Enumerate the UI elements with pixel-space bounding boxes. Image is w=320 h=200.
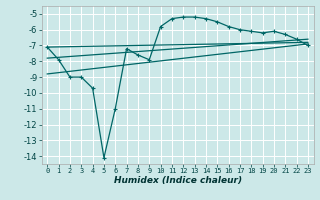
X-axis label: Humidex (Indice chaleur): Humidex (Indice chaleur)	[114, 176, 242, 185]
